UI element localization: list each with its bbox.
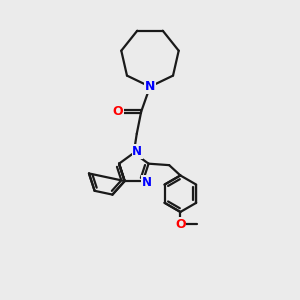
Text: O: O xyxy=(112,105,123,118)
Text: O: O xyxy=(175,218,186,231)
Text: N: N xyxy=(142,176,152,189)
Text: N: N xyxy=(145,80,155,93)
Text: N: N xyxy=(132,145,142,158)
